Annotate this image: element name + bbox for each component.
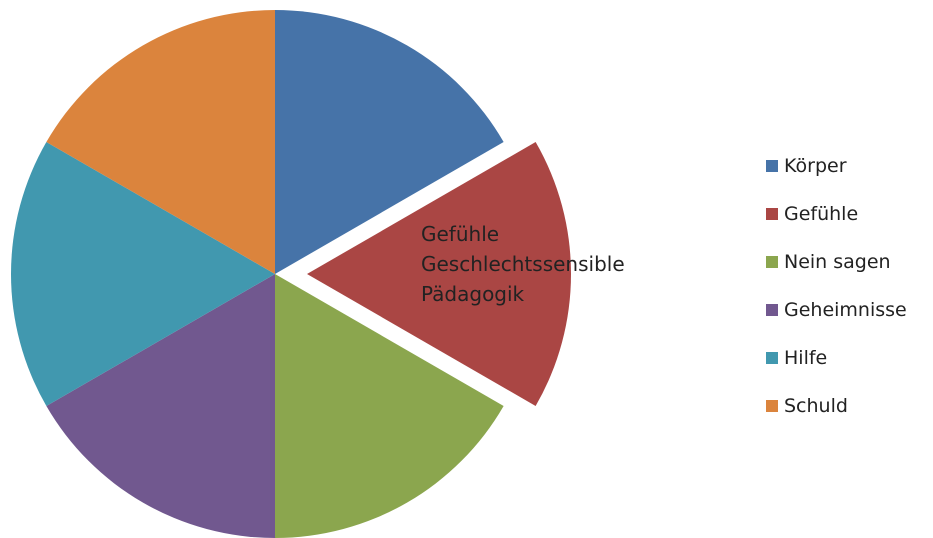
legend-label: Nein sagen: [784, 251, 891, 273]
legend-label: Gefühle: [784, 203, 859, 225]
slice-label-line-2: Geschlechtssensible: [421, 252, 625, 276]
legend-item-hilfe: Hilfe: [766, 334, 907, 382]
legend-label: Geheimnisse: [784, 299, 907, 321]
pie-slices: [10, 10, 571, 538]
pie-slice-gefühle: [307, 142, 571, 406]
legend: Körper Gefühle Nein sagen Geheimnisse Hi…: [766, 142, 907, 430]
legend-label: Schuld: [784, 395, 848, 417]
slice-label-line-3: Pädagogik: [421, 282, 525, 306]
exploded-slice-label: Gefühle Geschlechtssensible Pädagogik: [421, 219, 625, 309]
pie-slice-geheimnisse: [46, 274, 275, 538]
legend-swatch: [766, 304, 778, 316]
legend-swatch: [766, 400, 778, 412]
slice-label-line-1: Gefühle: [421, 222, 500, 246]
legend-label: Hilfe: [784, 347, 828, 369]
pie-slice-schuld: [46, 10, 275, 274]
pie-slice-körper: [275, 10, 504, 274]
pie-slice-hilfe: [10, 142, 275, 406]
pie-slice-nein-sagen: [275, 274, 504, 538]
legend-item-schuld: Schuld: [766, 382, 907, 430]
legend-item-nein-sagen: Nein sagen: [766, 238, 907, 286]
legend-label: Körper: [784, 155, 847, 177]
legend-swatch: [766, 256, 778, 268]
legend-swatch: [766, 352, 778, 364]
legend-swatch: [766, 208, 778, 220]
legend-swatch: [766, 160, 778, 172]
legend-item-koerper: Körper: [766, 142, 907, 190]
legend-item-gefuehle: Gefühle: [766, 190, 907, 238]
legend-item-geheimnisse: Geheimnisse: [766, 286, 907, 334]
